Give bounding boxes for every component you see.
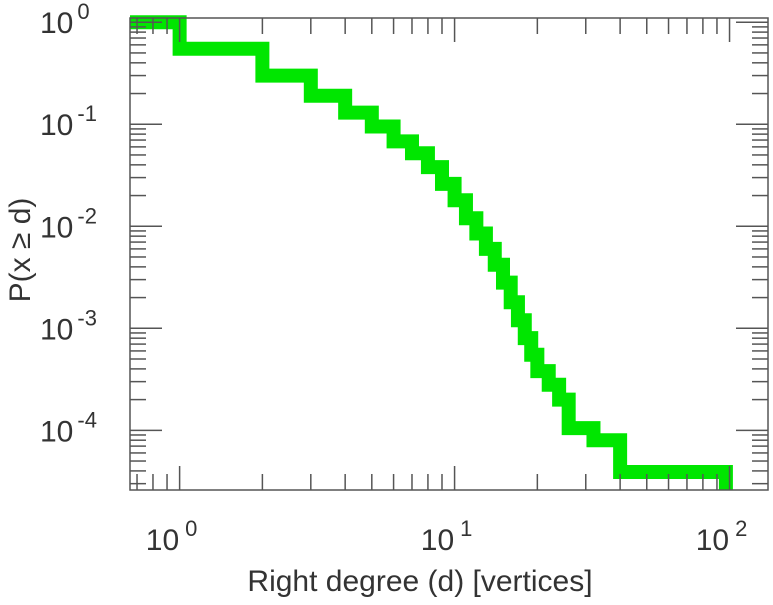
plot-frame	[129, 17, 769, 491]
y-tick-label: 10 0	[40, 0, 90, 40]
y-tick-label: 10 -4	[40, 407, 97, 448]
x-tick-labels: 10 0 10 1 10 2	[146, 516, 748, 557]
y-tick-label: 10 -3	[40, 305, 97, 346]
x-tick-label: 10 0	[146, 516, 198, 557]
x-tick-label: 10 1	[421, 516, 473, 557]
x-axis-label: Right degree (d) [vertices]	[247, 565, 592, 598]
ccdf-step-line	[130, 15, 733, 490]
y-axis-label: P(x ≥ d)	[4, 198, 37, 303]
plot-area	[130, 15, 733, 490]
y-tick-label: 10 -1	[40, 101, 97, 142]
axis-ticks	[130, 18, 768, 490]
y-tick-label: 10 -2	[40, 203, 97, 244]
x-tick-label: 10 2	[696, 516, 748, 557]
